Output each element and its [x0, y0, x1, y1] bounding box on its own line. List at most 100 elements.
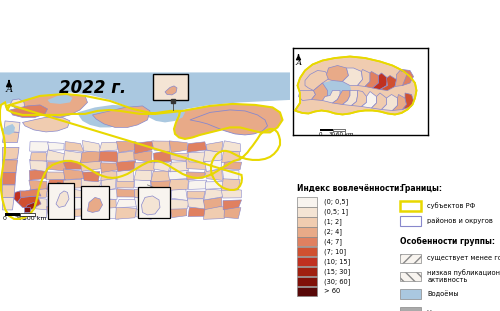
Polygon shape	[152, 141, 170, 152]
Polygon shape	[365, 72, 378, 88]
Polygon shape	[222, 170, 239, 179]
Polygon shape	[99, 206, 119, 219]
Polygon shape	[170, 208, 187, 218]
Polygon shape	[82, 172, 100, 182]
Text: (0; 0,5]: (0; 0,5]	[324, 199, 348, 206]
Bar	[296, 207, 318, 217]
Text: (7; 10]: (7; 10]	[324, 248, 346, 255]
Polygon shape	[326, 66, 348, 81]
Text: Водоёмы: Водоёмы	[428, 290, 459, 297]
Polygon shape	[206, 142, 223, 153]
Polygon shape	[2, 147, 19, 160]
Polygon shape	[204, 150, 222, 162]
Polygon shape	[136, 209, 152, 219]
Polygon shape	[168, 170, 188, 180]
Polygon shape	[221, 188, 242, 198]
Text: 0: 0	[3, 216, 7, 221]
Polygon shape	[101, 169, 119, 180]
Polygon shape	[64, 151, 82, 163]
Polygon shape	[204, 197, 222, 210]
Polygon shape	[150, 179, 172, 191]
Polygon shape	[134, 179, 150, 189]
Polygon shape	[222, 179, 240, 190]
Polygon shape	[358, 69, 370, 86]
Polygon shape	[170, 141, 188, 153]
Polygon shape	[80, 161, 102, 171]
Polygon shape	[224, 162, 242, 169]
Bar	[296, 227, 318, 237]
Bar	[296, 267, 318, 276]
Polygon shape	[29, 180, 47, 190]
Polygon shape	[64, 179, 83, 189]
Text: (30; 60]: (30; 60]	[324, 278, 350, 285]
Polygon shape	[18, 196, 41, 209]
Bar	[400, 254, 421, 263]
Polygon shape	[305, 71, 330, 91]
Text: 250: 250	[14, 216, 26, 221]
Polygon shape	[65, 142, 84, 151]
Text: 2022 г.: 2022 г.	[59, 79, 126, 97]
Polygon shape	[116, 170, 134, 182]
Polygon shape	[10, 105, 48, 118]
Polygon shape	[46, 150, 66, 161]
Polygon shape	[168, 179, 188, 190]
Polygon shape	[64, 206, 84, 217]
Polygon shape	[362, 91, 376, 108]
Polygon shape	[63, 188, 84, 198]
Polygon shape	[190, 110, 268, 135]
Polygon shape	[98, 189, 117, 199]
Polygon shape	[46, 179, 66, 190]
Polygon shape	[222, 141, 240, 152]
Polygon shape	[342, 91, 357, 105]
Polygon shape	[30, 198, 47, 210]
Polygon shape	[342, 68, 362, 86]
Polygon shape	[2, 185, 15, 197]
Bar	[20, 213, 35, 216]
Polygon shape	[92, 106, 150, 128]
Polygon shape	[372, 93, 386, 109]
Polygon shape	[78, 105, 135, 128]
Polygon shape	[186, 160, 207, 169]
Polygon shape	[30, 159, 47, 172]
Text: Особенности группы:: Особенности группы:	[400, 237, 496, 246]
Polygon shape	[174, 104, 282, 139]
Polygon shape	[29, 169, 48, 180]
Text: существует менее года: существует менее года	[428, 256, 500, 262]
Polygon shape	[298, 91, 316, 100]
Polygon shape	[1, 124, 15, 135]
Polygon shape	[151, 171, 171, 182]
Text: (0,5; 1]: (0,5; 1]	[324, 209, 348, 215]
Text: Нет данных: Нет данных	[428, 309, 469, 311]
Polygon shape	[20, 189, 41, 197]
Polygon shape	[4, 121, 20, 132]
Polygon shape	[150, 197, 171, 209]
Polygon shape	[186, 172, 206, 180]
Text: низкая публикационная
активность: низкая публикационная активность	[428, 269, 500, 283]
Polygon shape	[30, 142, 49, 151]
Bar	[400, 272, 421, 281]
Text: (4; 7]: (4; 7]	[324, 239, 342, 245]
Bar	[152, 74, 188, 100]
Polygon shape	[170, 162, 188, 172]
Bar	[296, 277, 318, 286]
Polygon shape	[188, 207, 206, 217]
Text: Индекс вовлечённости:: Индекс вовлечённости:	[296, 184, 402, 193]
Polygon shape	[312, 83, 328, 100]
Polygon shape	[46, 172, 64, 180]
Polygon shape	[188, 180, 207, 189]
Text: 30: 30	[329, 132, 336, 137]
Polygon shape	[116, 178, 134, 188]
Polygon shape	[28, 188, 48, 198]
Polygon shape	[223, 200, 242, 210]
Polygon shape	[352, 91, 366, 106]
Text: (2; 4]: (2; 4]	[324, 229, 342, 235]
Text: > 60: > 60	[324, 288, 340, 295]
Polygon shape	[165, 86, 177, 95]
Polygon shape	[152, 206, 168, 218]
Polygon shape	[100, 163, 119, 173]
Bar	[5, 213, 20, 216]
Polygon shape	[134, 169, 152, 181]
Polygon shape	[171, 189, 188, 200]
Polygon shape	[134, 188, 154, 201]
Polygon shape	[99, 142, 117, 151]
